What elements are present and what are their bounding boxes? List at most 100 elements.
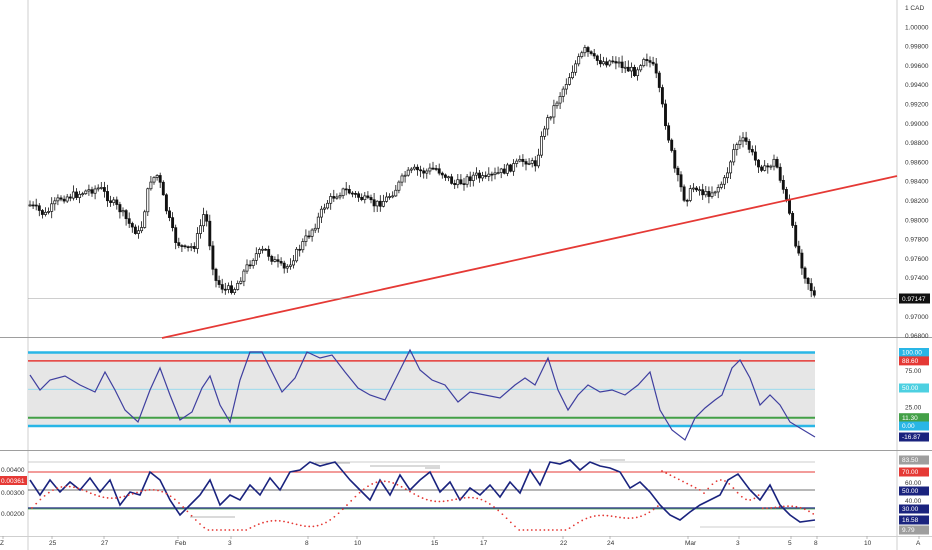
candle-body bbox=[419, 169, 423, 172]
oscillator-2-dot bbox=[677, 478, 680, 481]
candle-body bbox=[158, 175, 162, 183]
candle-body bbox=[400, 175, 404, 183]
candle-body bbox=[242, 270, 246, 282]
oscillator-2-dot bbox=[106, 497, 109, 499]
candle-body bbox=[56, 197, 60, 202]
oscillator-2-dot bbox=[488, 503, 491, 505]
candle-body bbox=[180, 245, 184, 247]
oscillator-2-dot bbox=[467, 496, 470, 499]
price-tick-label: 0.99000 bbox=[905, 121, 929, 128]
oscillator-2-dot bbox=[694, 486, 697, 489]
candle-body bbox=[409, 168, 413, 171]
candle-body bbox=[598, 60, 602, 65]
candle-body bbox=[651, 61, 655, 65]
candle-body bbox=[378, 200, 382, 207]
osc1-badge bbox=[899, 383, 929, 393]
candle-body bbox=[189, 246, 193, 248]
oscillator-2-dot bbox=[308, 525, 311, 528]
oscillator-2-dot bbox=[291, 522, 294, 525]
oscillator-2-dot bbox=[417, 495, 420, 498]
osc2-badge bbox=[899, 515, 929, 525]
candle-body bbox=[471, 174, 475, 181]
oscillator-2-dot bbox=[665, 472, 668, 474]
candle-body bbox=[292, 260, 295, 266]
oscillator-2-dot bbox=[711, 483, 714, 486]
candle-body bbox=[298, 248, 302, 251]
trendline[interactable] bbox=[161, 175, 898, 339]
candle-body bbox=[146, 188, 150, 213]
candle-body bbox=[437, 168, 441, 174]
oscillator-2-dot bbox=[459, 497, 462, 500]
candle-body bbox=[536, 154, 540, 167]
candle-body bbox=[664, 103, 667, 127]
oscillator-2-dot bbox=[413, 493, 416, 495]
candle-body bbox=[688, 188, 692, 201]
osc1-badge-label: 11.30 bbox=[902, 415, 918, 422]
candle-body bbox=[567, 77, 571, 85]
candle-body bbox=[518, 158, 522, 162]
price-tick-label: 0.98600 bbox=[905, 159, 929, 166]
candle-body bbox=[726, 172, 729, 179]
oscillator-2-dot bbox=[383, 480, 386, 483]
candle-body bbox=[183, 245, 187, 248]
price-tick-label: 0.97400 bbox=[905, 275, 929, 282]
oscillator-2-dot bbox=[388, 480, 390, 483]
oscillator-2-dot bbox=[623, 517, 626, 519]
time-axis-label: Mar bbox=[685, 540, 697, 547]
osc1-badge-label: 0.00 bbox=[902, 423, 915, 430]
osc2-badge bbox=[899, 455, 929, 465]
candle-body bbox=[307, 235, 311, 238]
candle-body bbox=[161, 181, 165, 196]
candle-body bbox=[719, 183, 723, 188]
oscillator-2-dot bbox=[472, 496, 474, 499]
candle-body bbox=[93, 188, 97, 194]
oscillator-2-dot bbox=[178, 502, 180, 504]
time-axis-label: 5 bbox=[788, 540, 792, 547]
candle-body bbox=[391, 195, 395, 198]
candle-body bbox=[195, 233, 199, 249]
oscillator-2-dot bbox=[337, 512, 340, 515]
candle-body bbox=[37, 205, 41, 211]
oscillator-2-dot bbox=[572, 524, 575, 527]
candle-body bbox=[629, 66, 633, 72]
oscillator-2-dot bbox=[186, 510, 189, 513]
oscillator-2-dot bbox=[115, 497, 117, 499]
candle-body bbox=[71, 191, 75, 199]
oscillator-2-dot bbox=[812, 512, 815, 515]
candle-body bbox=[323, 207, 326, 210]
candle-body bbox=[319, 208, 323, 218]
candle-body bbox=[270, 256, 274, 262]
oscillator-2-dot bbox=[703, 492, 705, 495]
oscillator-2-dot bbox=[31, 507, 33, 509]
oscillator-2-dot bbox=[795, 505, 798, 508]
oscillator-2-dot bbox=[56, 487, 59, 490]
candle-body bbox=[155, 175, 159, 178]
candle-body bbox=[561, 88, 565, 97]
candle-body bbox=[667, 125, 671, 141]
candle-body bbox=[642, 59, 646, 67]
osc2-badge-label: 50.00 bbox=[902, 488, 919, 495]
candle-body bbox=[654, 63, 658, 74]
candle-body bbox=[28, 204, 32, 207]
candle-body bbox=[530, 160, 534, 164]
candle-body bbox=[447, 176, 450, 179]
oscillator-2-dot bbox=[635, 516, 638, 519]
candle-body bbox=[369, 197, 373, 201]
time-axis-label: 8 bbox=[814, 540, 818, 547]
candle-body bbox=[465, 176, 469, 185]
osc2-left-label: 0.00400 bbox=[1, 467, 25, 474]
osc2-badge-label: 83.50 bbox=[902, 457, 919, 464]
price-tick-label: 0.97600 bbox=[905, 256, 929, 263]
oscillator-2-dot bbox=[551, 529, 554, 531]
oscillator-2-dot bbox=[64, 485, 67, 488]
oscillator-2-dot bbox=[85, 490, 88, 493]
time-axis-label: 3 bbox=[228, 540, 232, 547]
oscillator-2-dot bbox=[770, 507, 773, 509]
oscillator-2-dot bbox=[409, 490, 411, 493]
oscillator-2-dot bbox=[791, 505, 794, 508]
oscillator-2-dot bbox=[535, 529, 537, 531]
price-tick-label: 0.99800 bbox=[905, 44, 929, 51]
candle-body bbox=[375, 200, 379, 207]
oscillator-2-dot bbox=[375, 481, 378, 484]
